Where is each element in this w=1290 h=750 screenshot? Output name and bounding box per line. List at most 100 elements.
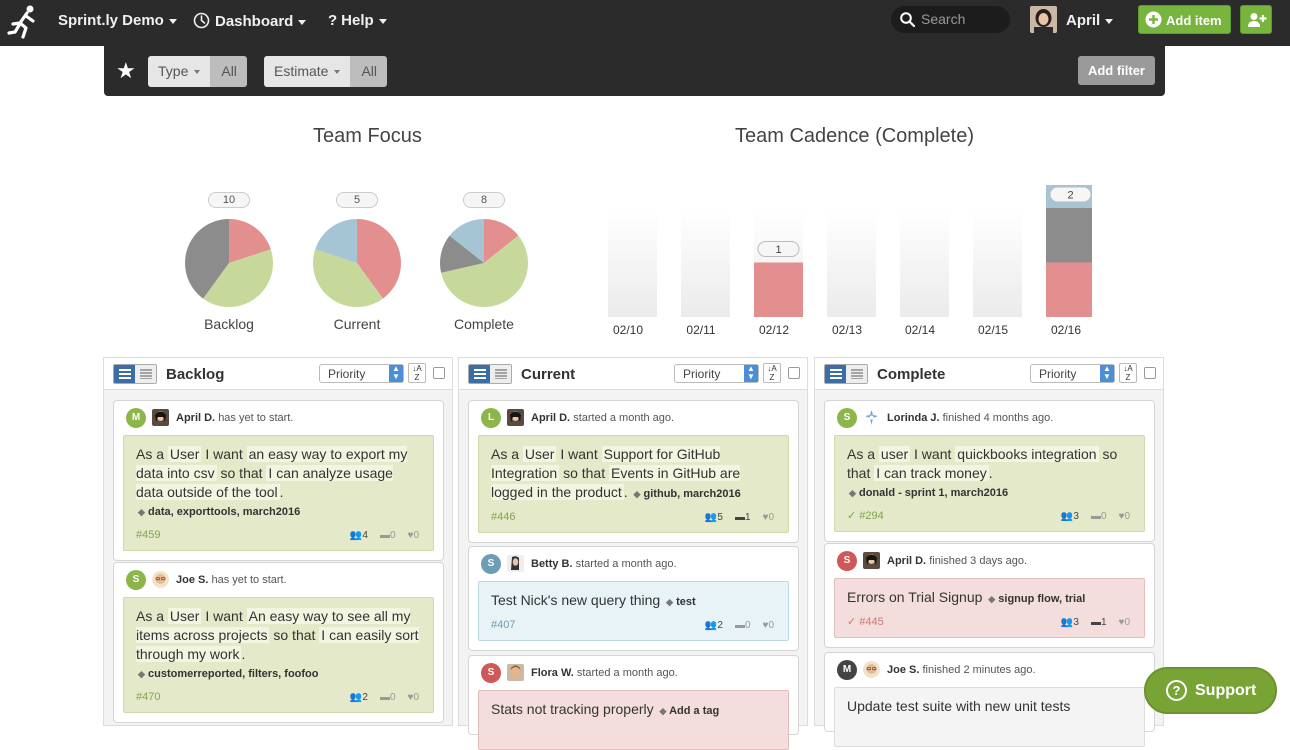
cadence-column-bg xyxy=(608,208,657,317)
avatar xyxy=(507,555,524,572)
list-view-icon[interactable] xyxy=(490,365,511,383)
tag-list[interactable]: ◆ data, exporttools, march2016 xyxy=(138,506,301,518)
list-view-icon[interactable] xyxy=(135,365,156,383)
card-view-icon[interactable] xyxy=(469,365,490,383)
estimate-filter[interactable]: Estimate All xyxy=(264,56,388,87)
item-card[interactable]: L April D. started a month ago. As a Use… xyxy=(468,400,799,543)
item-number[interactable]: #446 xyxy=(491,511,516,523)
comment-count: 0 xyxy=(744,620,751,631)
project-menu[interactable]: Sprint.ly Demo xyxy=(58,12,177,29)
owner-name[interactable]: April D. xyxy=(531,412,571,424)
card-view-icon[interactable] xyxy=(114,365,135,383)
dashboard-menu[interactable]: Dashboard xyxy=(193,12,307,30)
tag-list[interactable]: ◆ donald - sprint 1, march2016 xyxy=(849,487,1009,499)
add-tag-link[interactable]: ◆ Add a tag xyxy=(659,705,720,717)
tag-list[interactable]: ◆ signup flow, trial xyxy=(988,593,1086,605)
item-card[interactable]: M April D. has yet to start. As a User I… xyxy=(113,400,444,561)
owner-name[interactable]: Lorinda J. xyxy=(887,412,940,424)
story-prefix: As a xyxy=(847,446,876,462)
pie-backlog: 10 Backlog xyxy=(179,190,279,332)
tag-list[interactable]: ◆ test xyxy=(666,596,696,608)
select-all-checkbox[interactable] xyxy=(433,367,445,379)
item-card[interactable]: S Flora W. started a month ago. Stats no… xyxy=(468,655,799,750)
item-number[interactable]: #470 xyxy=(136,691,161,703)
pie-slice xyxy=(185,219,229,299)
tag-icon: ◆ xyxy=(633,489,641,499)
type-filter-label[interactable]: Type xyxy=(148,56,212,87)
cadence-bar[interactable] xyxy=(1046,208,1092,263)
sort-direction-icon[interactable]: ↓A Z xyxy=(408,363,426,383)
story-body[interactable]: As a User I want Support for GitHub Inte… xyxy=(478,435,789,533)
view-toggle[interactable] xyxy=(824,364,868,384)
check-icon: ✓ xyxy=(847,616,857,628)
item-number[interactable]: ✓ #294 xyxy=(847,510,884,522)
star-icon[interactable]: ★ xyxy=(116,58,136,83)
view-toggle[interactable] xyxy=(468,364,512,384)
card-meta: M Joe S. finished 2 minutes ago. xyxy=(825,653,1154,687)
sort-direction-icon[interactable]: ↓A Z xyxy=(1119,363,1137,383)
sort-select[interactable]: Priority ▲ ▼ xyxy=(674,364,759,383)
item-card[interactable]: M Joe S. finished 2 minutes ago. Update … xyxy=(824,652,1155,747)
story-body[interactable]: As a User I want an easy way to export m… xyxy=(123,435,434,551)
team-focus-title: Team Focus xyxy=(313,125,422,147)
tag-list[interactable]: ◆ github, march2016 xyxy=(633,488,741,500)
select-all-checkbox[interactable] xyxy=(1144,367,1156,379)
item-card[interactable]: S Betty B. started a month ago. Test Nic… xyxy=(468,546,799,651)
pie-count: 10 xyxy=(208,192,250,208)
help-menu[interactable]: ? Help xyxy=(328,12,387,29)
story-body[interactable]: Update test suite with new unit tests xyxy=(834,687,1145,747)
owner-name[interactable]: April D. xyxy=(887,555,927,567)
avatar[interactable] xyxy=(1030,6,1057,33)
people-icon: 👥2 xyxy=(704,620,723,631)
cadence-bar[interactable] xyxy=(1046,262,1092,318)
card-meta: S Lorinda J. finished 4 months ago. xyxy=(825,401,1154,435)
type-filter[interactable]: Type All xyxy=(148,56,247,87)
card-view-icon[interactable] xyxy=(825,365,846,383)
chevron-down-icon xyxy=(168,18,177,24)
support-button[interactable]: ? Support xyxy=(1144,667,1277,714)
story-body[interactable]: Stats not tracking properly ◆ Add a tag xyxy=(478,690,789,750)
estimate-filter-value[interactable]: All xyxy=(351,56,388,87)
pie-chart xyxy=(440,219,528,307)
sprintly-logo-icon[interactable] xyxy=(6,4,40,40)
heart-icon: ♥0 xyxy=(1118,511,1131,522)
heart-icon: ♥0 xyxy=(1118,617,1131,628)
item-number[interactable]: #407 xyxy=(491,619,516,631)
tag-list[interactable]: ◆ customerreported, filters, foofoo xyxy=(138,668,319,680)
cadence-column-bg xyxy=(973,208,1022,317)
add-filter-button[interactable]: Add filter xyxy=(1077,56,1155,85)
pie-label: Complete xyxy=(454,316,514,332)
view-toggle[interactable] xyxy=(113,364,157,384)
type-filter-value[interactable]: All xyxy=(211,56,247,87)
sort-direction-icon[interactable]: ↓A Z xyxy=(763,363,781,383)
story-body[interactable]: As a user I want quickbooks integration … xyxy=(834,435,1145,532)
owner-name[interactable]: Betty B. xyxy=(531,558,573,570)
story-body[interactable]: As a User I want An easy way to see all … xyxy=(123,597,434,713)
item-number[interactable]: ✓ #445 xyxy=(847,616,884,628)
people-icon: 👥3 xyxy=(1060,511,1079,522)
cadence-date-label: 02/11 xyxy=(686,323,715,337)
search-input[interactable]: Search xyxy=(891,6,1010,33)
avatar xyxy=(863,661,880,678)
item-card[interactable]: S Joe S. has yet to start. As a User I w… xyxy=(113,562,444,723)
add-item-button[interactable]: Add item xyxy=(1138,5,1231,34)
list-view-icon[interactable] xyxy=(846,365,867,383)
item-card[interactable]: S April D. finished 3 days ago. Errors o… xyxy=(824,543,1155,648)
column-title: Complete xyxy=(877,366,946,383)
estimate-filter-label[interactable]: Estimate xyxy=(264,56,352,87)
sort-select[interactable]: Priority ▲ ▼ xyxy=(1030,364,1115,383)
story-body[interactable]: Errors on Trial Signup ◆ signup flow, tr… xyxy=(834,578,1145,638)
item-number[interactable]: #459 xyxy=(136,529,161,541)
owner-name[interactable]: Flora W. xyxy=(531,667,574,679)
avatar xyxy=(863,409,880,426)
owner-name[interactable]: Joe S. xyxy=(887,664,920,676)
cadence-bar[interactable] xyxy=(754,262,803,318)
sort-select[interactable]: Priority ▲ ▼ xyxy=(319,364,404,383)
user-menu[interactable]: April xyxy=(1066,12,1114,29)
item-card[interactable]: S Lorinda J. finished 4 months ago. As a… xyxy=(824,400,1155,542)
owner-name[interactable]: April D. xyxy=(176,412,216,424)
owner-name[interactable]: Joe S. xyxy=(176,574,209,586)
select-all-checkbox[interactable] xyxy=(788,367,800,379)
story-body[interactable]: Test Nick's new query thing ◆ test #407 … xyxy=(478,581,789,641)
add-user-button[interactable] xyxy=(1240,5,1272,34)
